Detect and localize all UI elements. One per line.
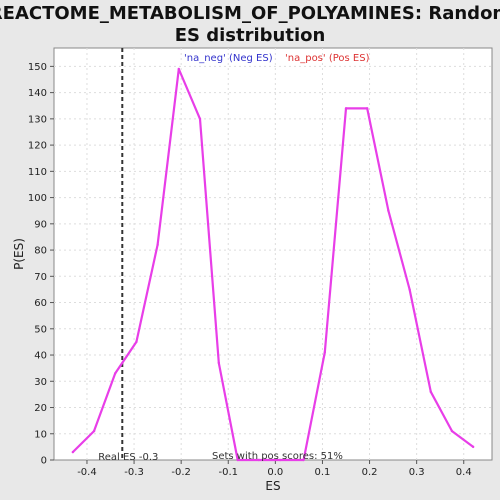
x-axis-label: ES	[265, 479, 280, 493]
data-point	[429, 390, 432, 393]
x-tick-label: 0.2	[362, 467, 378, 478]
series-line	[72, 67, 474, 462]
plot-area	[53, 47, 493, 461]
data-point	[236, 458, 239, 462]
data-point	[365, 107, 369, 110]
data-point	[92, 429, 96, 433]
y-tick-label: 40	[34, 351, 47, 362]
data-point	[114, 372, 117, 375]
y-tick-label: 150	[28, 62, 47, 73]
x-tick-label: -0.1	[219, 467, 239, 478]
data-point	[302, 458, 305, 462]
y-tick-label: 110	[28, 167, 47, 178]
data-point	[71, 450, 75, 454]
y-tick-label: 10	[34, 429, 47, 440]
chart-title-line2: ES distribution	[175, 25, 326, 46]
y-tick-label: 100	[28, 193, 47, 204]
data-point	[135, 340, 138, 344]
footnote: Sets with pos scores: 51%	[212, 451, 343, 462]
data-point	[323, 351, 327, 354]
data-point	[257, 458, 261, 462]
y-tick-label: 0	[41, 456, 47, 467]
y-tick-label: 20	[34, 403, 47, 414]
y-axis: 0 10 20 30 40 50 60 70 80 90 100 110 120 130 140 150	[28, 62, 54, 467]
x-tick-label: -0.2	[171, 467, 191, 478]
data-point	[177, 67, 181, 71]
chart-title-line1: REACTOME_METABOLISM_OF_POLYAMINES: Rando…	[0, 3, 500, 24]
data-point	[450, 429, 454, 433]
y-axis-label: P(ES)	[12, 238, 26, 270]
series-group	[71, 67, 475, 462]
y-tick-label: 140	[28, 88, 47, 99]
data-point	[198, 117, 202, 121]
x-tick-label: 0.3	[409, 467, 425, 478]
data-point	[156, 243, 159, 247]
data-point	[387, 209, 390, 212]
y-tick-label: 50	[34, 324, 47, 335]
y-tick-label: 120	[28, 141, 47, 152]
y-tick-label: 70	[34, 272, 47, 283]
x-tick-label: 0.0	[267, 467, 283, 478]
x-tick-label: -0.4	[77, 467, 97, 478]
x-tick-label: 0.1	[314, 467, 330, 478]
data-point	[278, 458, 282, 462]
data-point	[344, 107, 348, 110]
legend-pos: 'na_pos' (Pos ES)	[285, 53, 370, 64]
legend-neg: 'na_neg' (Neg ES)	[184, 53, 273, 64]
y-tick-label: 80	[34, 246, 47, 257]
real-es-label: Real ES -0.3	[98, 452, 158, 463]
x-axis: -0.4 -0.3 -0.2 -0.1 0.0 0.1 0.2 0.3 0.4	[77, 460, 472, 478]
grid-lines	[54, 48, 492, 460]
x-tick-label: 0.4	[456, 467, 472, 478]
y-tick-label: 90	[34, 219, 47, 230]
y-tick-label: 130	[28, 114, 47, 125]
data-point	[471, 445, 475, 449]
y-tick-label: 60	[34, 298, 47, 309]
y-tick-label: 30	[34, 377, 47, 388]
x-tick-label: -0.3	[124, 467, 144, 478]
data-point	[217, 361, 221, 365]
data-point	[408, 288, 411, 291]
